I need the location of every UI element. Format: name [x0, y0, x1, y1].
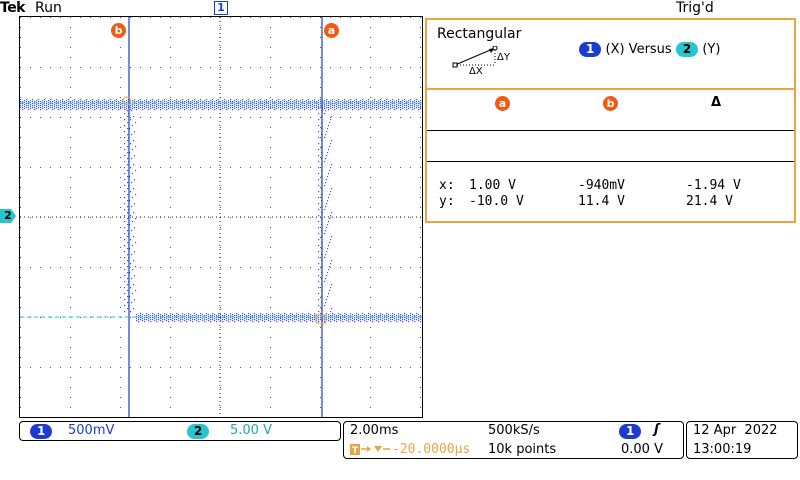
trigger-delay-value[interactable]: -20.0000µs: [392, 442, 471, 457]
ch2-position-marker[interactable]: 2: [0, 209, 16, 223]
ch1-badge[interactable]: 1: [30, 424, 53, 439]
column-a-badge: a: [495, 96, 510, 111]
xy-mode-label: 1 (X) Versus 2 (Y): [579, 42, 720, 57]
timebase-value[interactable]: 2.00ms: [350, 423, 399, 438]
ch1-position-marker[interactable]: 1: [214, 1, 228, 15]
graticule-grid: [20, 17, 422, 417]
ch1-pill: 1: [579, 42, 602, 57]
trigger-source-badge[interactable]: 1: [619, 424, 642, 439]
cursor-b-badge[interactable]: b: [111, 23, 126, 38]
ch1-scale[interactable]: 500mV: [68, 423, 115, 438]
x-cursor-b-value: -940mV: [578, 178, 625, 193]
x-row-label: x:: [439, 178, 455, 193]
y-row-label: y:: [439, 194, 455, 209]
rising-edge-icon[interactable]: ʃ: [654, 422, 660, 437]
trigger-delay-icon: T: [350, 444, 390, 456]
x-versus-text: (X) Versus: [605, 42, 672, 57]
y-cursor-b-value: 11.4 V: [578, 194, 625, 209]
panel-divider: [427, 88, 794, 90]
x-cursor-a-value: 1.00 V: [469, 178, 516, 193]
cursor-mode-label: Rectangular: [437, 26, 522, 42]
timebase-trigger-bar[interactable]: 2.00ms 500kS/s 1 ʃ T -20.0000µs 10k poin…: [343, 421, 684, 459]
acquisition-status: Run: [35, 0, 62, 16]
rectangular-delta-icon: [452, 46, 498, 68]
ch2-scale[interactable]: 5.00 V: [230, 423, 272, 438]
sample-rate: 500kS/s: [488, 423, 540, 438]
y-delta-value: 21.4 V: [686, 194, 733, 209]
brand-logo: Tek: [0, 0, 26, 16]
channel-scale-bar[interactable]: 1 500mV 2 5.00 V: [19, 421, 341, 441]
record-length: 10k points: [488, 442, 557, 457]
trigger-status: Trig'd: [676, 0, 714, 16]
y-text: (Y): [702, 42, 721, 57]
time: 13:00:19: [693, 442, 752, 457]
delta-x-label: ΔX: [469, 66, 483, 77]
date: 12 Apr 2022: [693, 423, 778, 438]
panel-separator-1: [427, 130, 794, 131]
y-cursor-a-value: -10.0 V: [469, 194, 524, 209]
panel-separator-2: [427, 161, 794, 162]
ch2-pill: 2: [675, 42, 699, 57]
delta-y-label: ΔY: [497, 52, 510, 63]
cursor-readout-panel: Rectangular ΔX ΔY 1 (X) Versus 2 (Y) a b…: [425, 18, 796, 223]
trigger-level[interactable]: 0.00 V: [621, 442, 663, 457]
column-delta-label: Δ: [711, 95, 722, 110]
waveform-display[interactable]: b a: [19, 16, 423, 418]
ch2-badge[interactable]: 2: [187, 424, 210, 439]
x-delta-value: -1.94 V: [686, 178, 741, 193]
svg-text:T: T: [352, 446, 359, 456]
date-time-display: 12 Apr 2022 13:00:19: [686, 421, 798, 459]
cursor-a-badge[interactable]: a: [324, 23, 339, 38]
column-b-badge: b: [603, 96, 618, 111]
